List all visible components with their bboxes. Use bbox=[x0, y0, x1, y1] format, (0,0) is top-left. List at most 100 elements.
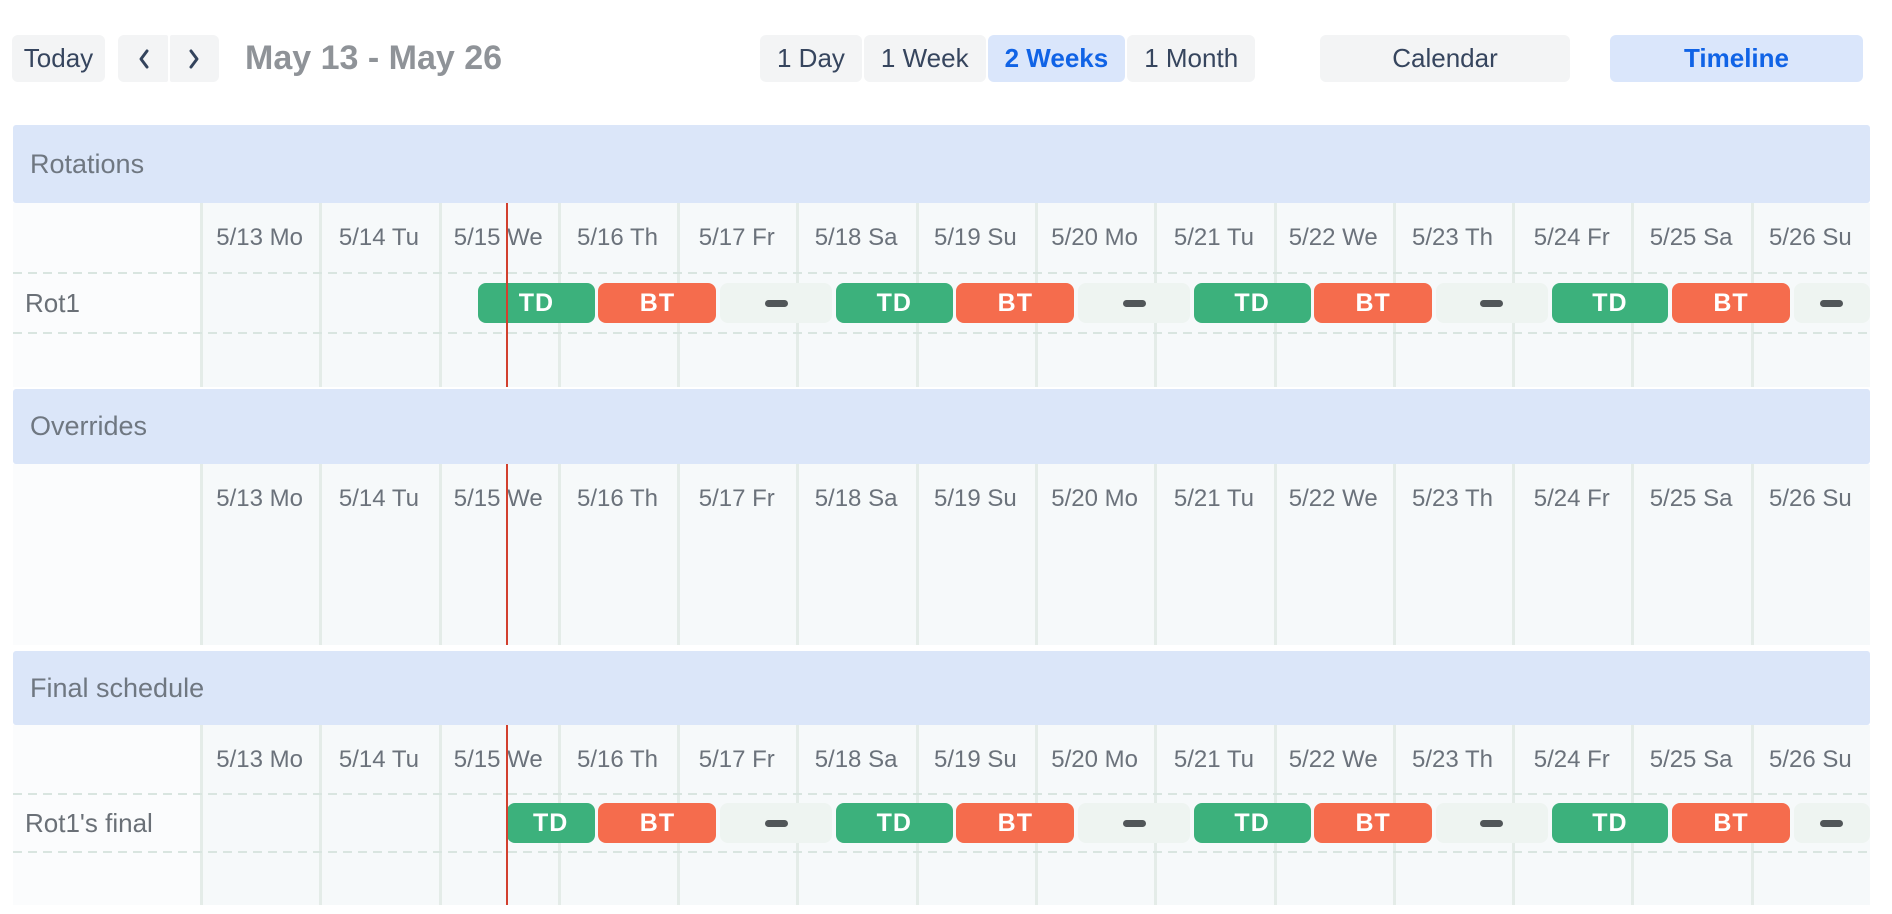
range-zoom-option[interactable]: 2 Weeks bbox=[987, 35, 1126, 82]
shift-bar-bt[interactable]: BT bbox=[598, 283, 717, 323]
current-time-line bbox=[505, 725, 508, 905]
gap-bar bbox=[1793, 283, 1870, 323]
range-zoom-option[interactable]: 1 Day bbox=[760, 35, 862, 82]
grid-background bbox=[13, 464, 1870, 645]
row-label-column bbox=[13, 464, 200, 645]
range-zoom-selector: 1 Day 1 Week 2 Weeks 1 Month bbox=[760, 35, 1256, 82]
timeline-view-button[interactable]: Timeline bbox=[1610, 35, 1863, 82]
day-column bbox=[1750, 464, 1870, 645]
date-header-cell: 5/24 Fr bbox=[1533, 746, 1610, 773]
day-column bbox=[1512, 464, 1632, 645]
date-header-cell: 5/14 Tu bbox=[338, 485, 419, 512]
gap-bar bbox=[1077, 803, 1191, 843]
date-header-cell: 5/16 Th bbox=[577, 746, 658, 773]
date-header-cell: 5/23 Th bbox=[1412, 485, 1493, 512]
date-header-cell: 5/25 Sa bbox=[1649, 746, 1733, 773]
day-column bbox=[796, 464, 916, 645]
date-header-cell: 5/21 Tu bbox=[1173, 224, 1254, 251]
shift-bar-bt[interactable]: BT bbox=[1671, 803, 1791, 843]
day-column bbox=[1631, 464, 1751, 645]
shift-bar-td[interactable]: TD bbox=[1551, 803, 1669, 843]
section-title: Final schedule bbox=[30, 672, 205, 703]
row-separator-dashed-line bbox=[13, 793, 1870, 795]
gap-bar bbox=[1435, 803, 1548, 843]
section-grid: 5/13 Mo 5/14 Tu 5/15 We 5/16 Th 5/17 Fr 5/18 … bbox=[13, 464, 1870, 645]
gap-dash-icon bbox=[1820, 819, 1844, 827]
gap-dash-icon bbox=[1122, 299, 1146, 307]
gap-dash-icon bbox=[764, 819, 788, 827]
row-label: Rot1 bbox=[25, 288, 80, 318]
date-header-cell: 5/16 Th bbox=[577, 485, 658, 512]
shift-bar-bt[interactable]: BT bbox=[956, 803, 1075, 843]
date-header-cell: 5/19 Su bbox=[933, 224, 1017, 251]
shift-bar-td[interactable]: TD bbox=[835, 803, 953, 843]
range-zoom-option[interactable]: 1 Week bbox=[863, 35, 986, 82]
day-column bbox=[915, 464, 1035, 645]
date-header-cell: 5/14 Tu bbox=[338, 224, 419, 251]
date-header-cell: 5/13 Mo bbox=[216, 224, 303, 251]
date-header-cell: 5/23 Th bbox=[1412, 746, 1493, 773]
date-header-cell: 5/26 Su bbox=[1768, 224, 1852, 251]
next-period-button[interactable] bbox=[170, 35, 219, 82]
date-header-cell: 5/21 Tu bbox=[1173, 746, 1254, 773]
gap-bar bbox=[1793, 803, 1870, 843]
date-header-cell: 5/24 Fr bbox=[1533, 485, 1610, 512]
shift-bar-td[interactable]: TD bbox=[1193, 803, 1311, 843]
shift-bar-td[interactable]: TD bbox=[1551, 283, 1669, 323]
date-header-cell: 5/17 Fr bbox=[698, 746, 775, 773]
date-header-cell: 5/20 Mo bbox=[1051, 224, 1138, 251]
row-label: Rot1's final bbox=[25, 808, 153, 838]
section-grid: 5/13 Mo 5/14 Tu 5/15 We 5/16 Th 5/17 Fr 5/18 … bbox=[13, 725, 1870, 905]
shift-bar-bt[interactable]: BT bbox=[1314, 803, 1433, 843]
row-label-column bbox=[13, 203, 200, 387]
shift-bar-bt[interactable]: BT bbox=[956, 283, 1075, 323]
section-final: Final schedule 5/13 Mo 5/14 Tu 5/15 We 5/16 … bbox=[13, 651, 1870, 905]
prev-period-button[interactable] bbox=[118, 35, 168, 82]
date-header-cell: 5/14 Tu bbox=[338, 746, 419, 773]
day-column bbox=[1392, 464, 1513, 645]
row-label-column bbox=[13, 725, 200, 905]
section-overrides: Overrides 5/13 Mo 5/14 Tu 5/15 We 5/16 Th 5/1… bbox=[13, 389, 1870, 645]
chevron-right-icon bbox=[187, 47, 202, 71]
day-column bbox=[1273, 464, 1393, 645]
date-header-cell: 5/17 Fr bbox=[698, 224, 775, 251]
date-header-cell: 5/18 Sa bbox=[814, 485, 898, 512]
gap-dash-icon bbox=[1820, 299, 1844, 307]
shift-bar-bt[interactable]: BT bbox=[1314, 283, 1433, 323]
current-time-line bbox=[505, 464, 508, 645]
range-zoom-option[interactable]: 1 Month bbox=[1127, 35, 1256, 82]
gap-bar bbox=[1435, 283, 1548, 323]
day-column bbox=[319, 203, 439, 387]
gap-bar bbox=[720, 283, 833, 323]
day-column bbox=[319, 725, 439, 905]
shift-bar-td[interactable]: TD bbox=[506, 803, 595, 843]
date-header-cell: 5/26 Su bbox=[1768, 485, 1852, 512]
date-header-cell: 5/19 Su bbox=[933, 485, 1017, 512]
day-column bbox=[319, 464, 439, 645]
section-title: Rotations bbox=[30, 148, 145, 179]
gap-dash-icon bbox=[1122, 819, 1146, 827]
section-title: Overrides bbox=[30, 411, 148, 441]
section-rotations: Rotations 5/13 Mo 5/14 Tu 5/15 We 5/16 Th 5/1… bbox=[13, 125, 1870, 387]
shift-bar-bt[interactable]: BT bbox=[598, 803, 717, 843]
gap-dash-icon bbox=[1480, 299, 1504, 307]
day-column bbox=[438, 464, 558, 645]
date-header-cell: 5/21 Tu bbox=[1173, 485, 1254, 512]
date-header-cell: 5/19 Su bbox=[933, 746, 1017, 773]
date-header-cell: 5/18 Sa bbox=[814, 746, 898, 773]
section-header-band: Overrides bbox=[13, 389, 1870, 464]
current-time-line bbox=[505, 203, 508, 387]
calendar-view-button[interactable]: Calendar bbox=[1320, 35, 1570, 82]
shift-bar-td[interactable]: TD bbox=[835, 283, 953, 323]
date-header-cell: 5/22 We bbox=[1288, 224, 1378, 251]
today-button[interactable]: Today bbox=[12, 35, 105, 82]
shift-bar-td[interactable]: TD bbox=[1193, 283, 1311, 323]
shift-bar-bt[interactable]: BT bbox=[1671, 283, 1791, 323]
date-header-cell: 5/25 Sa bbox=[1649, 224, 1733, 251]
date-header-cell: 5/18 Sa bbox=[814, 224, 898, 251]
date-header-cell: 5/15 We bbox=[453, 746, 543, 773]
shift-bar-td[interactable]: TD bbox=[477, 283, 595, 323]
gap-dash-icon bbox=[764, 299, 788, 307]
date-header-cell: 5/17 Fr bbox=[698, 485, 775, 512]
